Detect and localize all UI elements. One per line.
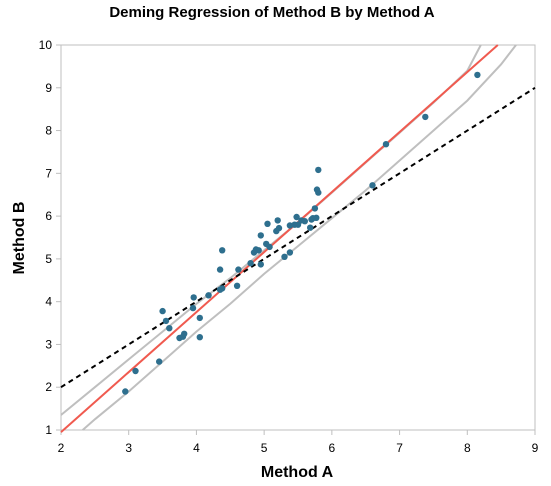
x-tick-label: 3 [125, 441, 132, 455]
upper-confidence-band [60, 44, 482, 416]
data-point [274, 217, 281, 224]
identity-line [60, 86, 536, 389]
data-point [275, 224, 283, 232]
data-point [196, 314, 203, 322]
data-point [264, 220, 271, 227]
y-tick-label: 6 [45, 209, 52, 223]
x-tick-label: 9 [532, 441, 539, 455]
data-point [181, 330, 188, 337]
y-tick-label: 7 [45, 166, 52, 180]
data-point [189, 304, 197, 312]
data-point [382, 141, 390, 148]
y-tick-label: 4 [45, 295, 52, 309]
data-point [255, 247, 262, 254]
data-point [315, 166, 322, 174]
regression-lines [60, 44, 536, 433]
data-point [132, 367, 139, 375]
data-point [286, 249, 294, 256]
data-point [315, 189, 322, 196]
data-point [293, 213, 300, 221]
data-point [307, 224, 314, 231]
y-tick-label: 8 [45, 124, 52, 138]
data-point [247, 260, 254, 267]
y-tick-label: 10 [39, 38, 53, 52]
regression-line [60, 44, 499, 433]
x-tick-label: 4 [193, 441, 200, 455]
data-point [219, 247, 226, 254]
data-point [205, 292, 212, 299]
plot-area [60, 44, 536, 431]
data-point [369, 182, 376, 189]
data-point [474, 71, 481, 79]
y-axis-ticks: 1 2 3 4 5 6 7 8 9 10 [39, 38, 61, 437]
data-point [219, 285, 226, 292]
data-point [266, 243, 273, 251]
x-axis-ticks: 2 3 4 5 6 7 8 9 [58, 430, 539, 455]
x-tick-label: 8 [464, 441, 471, 455]
data-point [235, 266, 242, 273]
data-point [162, 317, 170, 325]
data-points [122, 71, 481, 395]
data-point [156, 358, 163, 365]
lower-confidence-band [82, 44, 517, 431]
y-tick-label: 9 [45, 81, 52, 95]
x-tick-label: 2 [58, 441, 65, 455]
x-tick-label: 5 [261, 441, 268, 455]
data-point [286, 222, 294, 229]
data-point [233, 282, 241, 289]
data-point [313, 214, 320, 221]
data-point [257, 232, 264, 239]
data-point [159, 307, 166, 315]
data-point [294, 221, 302, 228]
data-point [122, 388, 129, 395]
y-axis-title: Method B [11, 202, 28, 275]
data-point [257, 261, 264, 268]
x-axis-title: Method A [261, 464, 334, 481]
y-tick-label: 2 [45, 380, 52, 394]
data-point [216, 266, 224, 273]
y-tick-label: 5 [45, 252, 52, 266]
y-tick-label: 3 [45, 337, 52, 351]
data-point [166, 325, 173, 332]
data-point [281, 253, 288, 260]
data-point [190, 294, 197, 301]
data-point [422, 113, 429, 121]
x-tick-label: 7 [396, 441, 403, 455]
data-point [311, 205, 319, 212]
chart-title: Deming Regression of Method B by Method … [109, 4, 434, 21]
x-tick-label: 6 [329, 441, 336, 455]
data-point [196, 334, 203, 341]
data-point [301, 218, 308, 225]
y-tick-label: 1 [45, 423, 52, 437]
